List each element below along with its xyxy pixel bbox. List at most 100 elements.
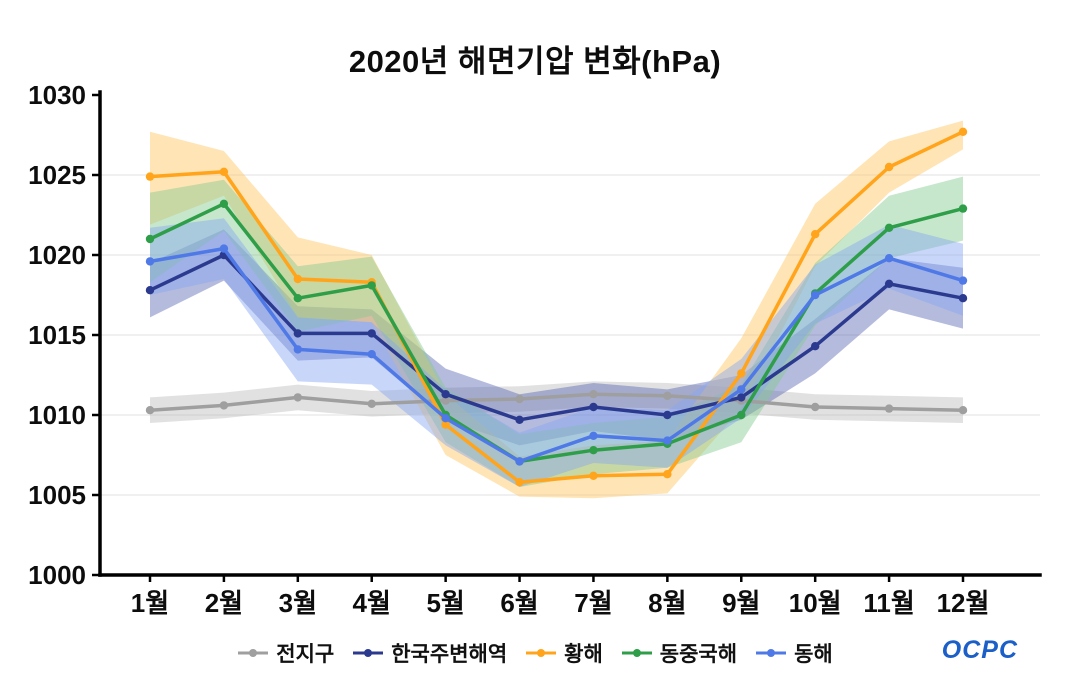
data-point bbox=[293, 274, 303, 284]
band-전지구 bbox=[150, 381, 963, 423]
band-황해 bbox=[150, 120, 963, 499]
data-point bbox=[515, 394, 524, 404]
y-tick-label: 1005 bbox=[28, 480, 86, 510]
x-tick-label: 8월 bbox=[648, 588, 686, 618]
y-tick-label: 1000 bbox=[28, 560, 86, 590]
data-point bbox=[589, 390, 598, 399]
data-point bbox=[810, 402, 820, 412]
data-point bbox=[884, 223, 894, 232]
data-point bbox=[145, 234, 155, 244]
legend-label: 황해 bbox=[564, 643, 603, 666]
data-point bbox=[589, 446, 598, 455]
x-tick-label: 10월 bbox=[789, 588, 842, 618]
legend-label: 한국주변해역 bbox=[391, 643, 508, 666]
data-point bbox=[367, 329, 376, 338]
data-point bbox=[958, 127, 968, 136]
data-point bbox=[589, 471, 598, 480]
data-point bbox=[441, 414, 450, 423]
legend-marker-icon bbox=[353, 649, 384, 657]
data-point bbox=[293, 329, 303, 338]
legend-label: 동중국해 bbox=[659, 643, 738, 666]
data-point bbox=[367, 399, 376, 408]
legend-marker-icon bbox=[238, 649, 269, 657]
legend-item-한국주변해역: 한국주변해역 bbox=[352, 638, 507, 668]
data-point bbox=[219, 244, 229, 253]
x-tick-label: 11월 bbox=[863, 588, 914, 618]
data-point bbox=[293, 345, 303, 354]
data-point bbox=[958, 294, 968, 303]
x-tick-label: 7월 bbox=[574, 588, 612, 618]
legend-marker-icon bbox=[756, 649, 787, 657]
legend-label: 동해 bbox=[794, 643, 833, 666]
data-point bbox=[367, 281, 376, 290]
y-tick-label: 1020 bbox=[28, 240, 86, 270]
data-point bbox=[958, 204, 968, 213]
y-tick-label: 1025 bbox=[28, 160, 86, 190]
data-point bbox=[958, 276, 968, 285]
line-황해 bbox=[148, 130, 965, 484]
data-point bbox=[737, 410, 746, 420]
x-tick-label: 4월 bbox=[353, 588, 391, 618]
data-point bbox=[884, 162, 894, 172]
ocpc-logo: OCPC bbox=[941, 636, 1018, 664]
legend-marker-icon bbox=[621, 649, 652, 657]
y-tick-label: 1010 bbox=[28, 400, 86, 430]
x-tick-label: 6월 bbox=[500, 588, 538, 618]
data-point bbox=[958, 406, 968, 415]
x-tick-label: 5월 bbox=[426, 588, 464, 618]
legend-item-황해: 황해 bbox=[525, 638, 603, 668]
data-point bbox=[367, 350, 376, 359]
data-point bbox=[515, 415, 524, 424]
band-동중국해 bbox=[150, 176, 963, 487]
data-point bbox=[663, 391, 672, 400]
y-tick-label: 1015 bbox=[28, 320, 86, 350]
legend-item-동중국해: 동중국해 bbox=[621, 638, 737, 668]
data-point bbox=[663, 436, 672, 445]
legend-item-동해: 동해 bbox=[755, 638, 833, 668]
data-point bbox=[145, 406, 155, 415]
x-tick-label: 2월 bbox=[205, 588, 243, 618]
data-point bbox=[145, 286, 155, 295]
line-동중국해 bbox=[148, 202, 965, 464]
x-tick-label: 12월 bbox=[937, 588, 990, 618]
chart-title: 2020년 해면기압 변화(hPa) bbox=[348, 44, 722, 79]
band-한국주변해역 bbox=[150, 229, 963, 446]
data-point bbox=[219, 167, 229, 176]
data-point bbox=[884, 279, 894, 288]
line-chart: 1000 1005 1010 1015 1020 1025 1030 1월 2월 3월 4월 5월 6월… bbox=[28, 85, 1042, 618]
data-point bbox=[293, 393, 303, 402]
line-한국주변해역 bbox=[148, 253, 965, 422]
data-point bbox=[145, 172, 155, 181]
data-point bbox=[737, 393, 746, 402]
data-point bbox=[441, 396, 450, 405]
legend-item-전지구: 전지구 bbox=[237, 638, 334, 668]
data-point bbox=[810, 230, 820, 239]
data-point bbox=[515, 457, 524, 466]
y-tick-label: 1030 bbox=[28, 85, 86, 110]
legend-marker-icon bbox=[526, 649, 557, 657]
x-tick-label: 1월 bbox=[131, 588, 169, 618]
legend-items: 전지구 한국주변해역 황해 동중국해 동해 bbox=[228, 638, 841, 668]
data-point bbox=[145, 257, 155, 266]
data-point bbox=[441, 390, 450, 399]
legend: 전지구 한국주변해역 황해 동중국해 동해 OCPC bbox=[0, 632, 1070, 674]
data-point bbox=[810, 290, 820, 300]
legend-label: 전지구 bbox=[276, 643, 335, 666]
x-tick-label: 9월 bbox=[722, 588, 760, 618]
data-point bbox=[663, 470, 672, 479]
line-동해 bbox=[148, 246, 965, 464]
data-point bbox=[441, 420, 450, 429]
data-point bbox=[737, 385, 746, 394]
x-tick-label: 3월 bbox=[279, 588, 317, 618]
data-point bbox=[219, 199, 229, 208]
band-동해 bbox=[150, 218, 963, 487]
data-point bbox=[589, 402, 598, 412]
line-전지구 bbox=[148, 392, 965, 412]
data-point bbox=[810, 342, 820, 351]
data-point bbox=[884, 404, 894, 413]
data-point bbox=[884, 254, 894, 263]
data-point bbox=[293, 294, 303, 303]
data-point bbox=[589, 431, 598, 440]
data-point bbox=[515, 478, 524, 487]
